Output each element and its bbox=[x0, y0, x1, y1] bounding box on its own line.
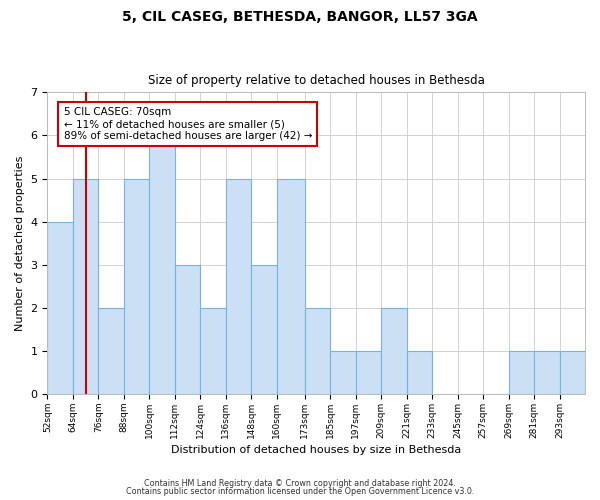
Text: Contains HM Land Registry data © Crown copyright and database right 2024.: Contains HM Land Registry data © Crown c… bbox=[144, 478, 456, 488]
Bar bbox=[175, 264, 200, 394]
Bar bbox=[149, 136, 175, 394]
X-axis label: Distribution of detached houses by size in Bethesda: Distribution of detached houses by size … bbox=[171, 445, 461, 455]
Bar bbox=[98, 308, 124, 394]
Bar bbox=[381, 308, 407, 394]
Text: 5, CIL CASEG, BETHESDA, BANGOR, LL57 3GA: 5, CIL CASEG, BETHESDA, BANGOR, LL57 3GA bbox=[122, 10, 478, 24]
Bar bbox=[226, 178, 251, 394]
Text: Contains public sector information licensed under the Open Government Licence v3: Contains public sector information licen… bbox=[126, 488, 474, 496]
Bar bbox=[407, 351, 432, 394]
Bar bbox=[277, 178, 305, 394]
Y-axis label: Number of detached properties: Number of detached properties bbox=[15, 156, 25, 331]
Bar bbox=[509, 351, 534, 394]
Bar bbox=[356, 351, 381, 394]
Bar bbox=[251, 264, 277, 394]
Bar bbox=[330, 351, 356, 394]
Bar bbox=[560, 351, 585, 394]
Bar bbox=[200, 308, 226, 394]
Title: Size of property relative to detached houses in Bethesda: Size of property relative to detached ho… bbox=[148, 74, 485, 87]
Text: 5 CIL CASEG: 70sqm
← 11% of detached houses are smaller (5)
89% of semi-detached: 5 CIL CASEG: 70sqm ← 11% of detached hou… bbox=[64, 108, 312, 140]
Bar bbox=[73, 178, 98, 394]
Bar bbox=[305, 308, 330, 394]
Bar bbox=[47, 222, 73, 394]
Bar bbox=[534, 351, 560, 394]
Bar bbox=[124, 178, 149, 394]
